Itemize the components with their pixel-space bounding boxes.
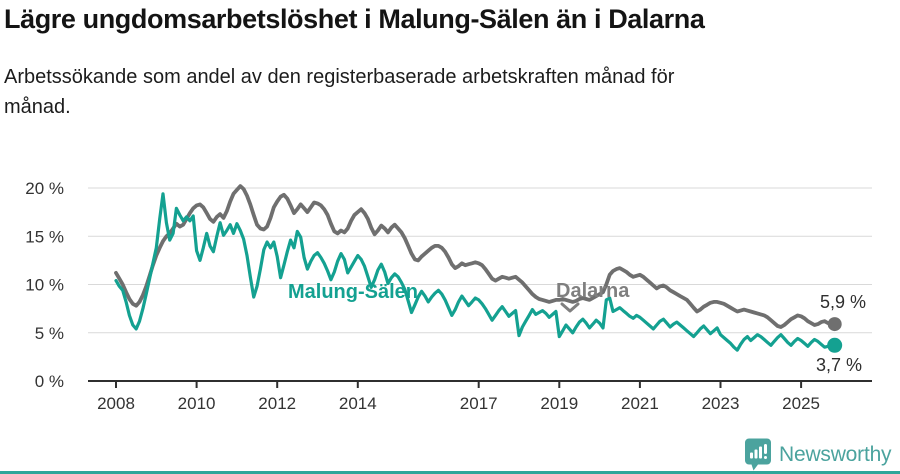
series-label-dalarna: Dalarna [556,280,630,302]
x-tick-label: 2023 [702,394,740,413]
series-label-malung-sälen: Malung-Sälen [288,281,418,303]
subtitle-line: Arbetssökande som andel av den registerb… [4,66,675,88]
unemployment-line-chart: 0 % 5 % 10 % 15 % 20 % 2008 2010 2012 2014 2017 20… [25,179,872,413]
series-end-dot-malung-sälen [827,337,843,353]
newsworthy-wordmark: Newsworthy [779,442,892,466]
x-tick-label: 2025 [782,394,820,413]
series-line-dalarna [114,184,837,329]
y-tick-label: 5 % [35,324,64,343]
page-title: Lägre ungdomsarbetslöshet i Malung-Sälen… [4,4,705,34]
x-tick-label: 2008 [97,394,135,413]
y-tick-label: 10 % [25,276,64,295]
end-value-label-dalarna: 5,9 % [820,292,866,312]
newsworthy-logo[interactable]: Newsworthy [744,438,892,471]
newsworthy-bubble-icon [745,438,771,471]
x-tick-label: 2019 [540,394,578,413]
x-tick-label: 2014 [339,394,377,413]
chevron-down-icon [560,302,580,313]
y-tick-label: 20 % [25,179,64,198]
subtitle-line: månad. [4,96,71,118]
y-tick-label: 15 % [25,227,64,246]
x-tick-label: 2010 [178,394,216,413]
x-tick-label: 2021 [621,394,659,413]
y-tick-label: 0 % [35,372,64,391]
brand-accent-strip [0,471,900,474]
end-value-label-malung-sälen: 3,7 % [816,355,862,375]
x-tick-label: 2017 [460,394,498,413]
x-tick-label: 2012 [258,394,296,413]
page-subtitle: Arbetssökande som andel av den registerb… [4,62,674,122]
series-line-malung-sälen [114,192,837,352]
series-end-dot-dalarna [827,317,842,332]
